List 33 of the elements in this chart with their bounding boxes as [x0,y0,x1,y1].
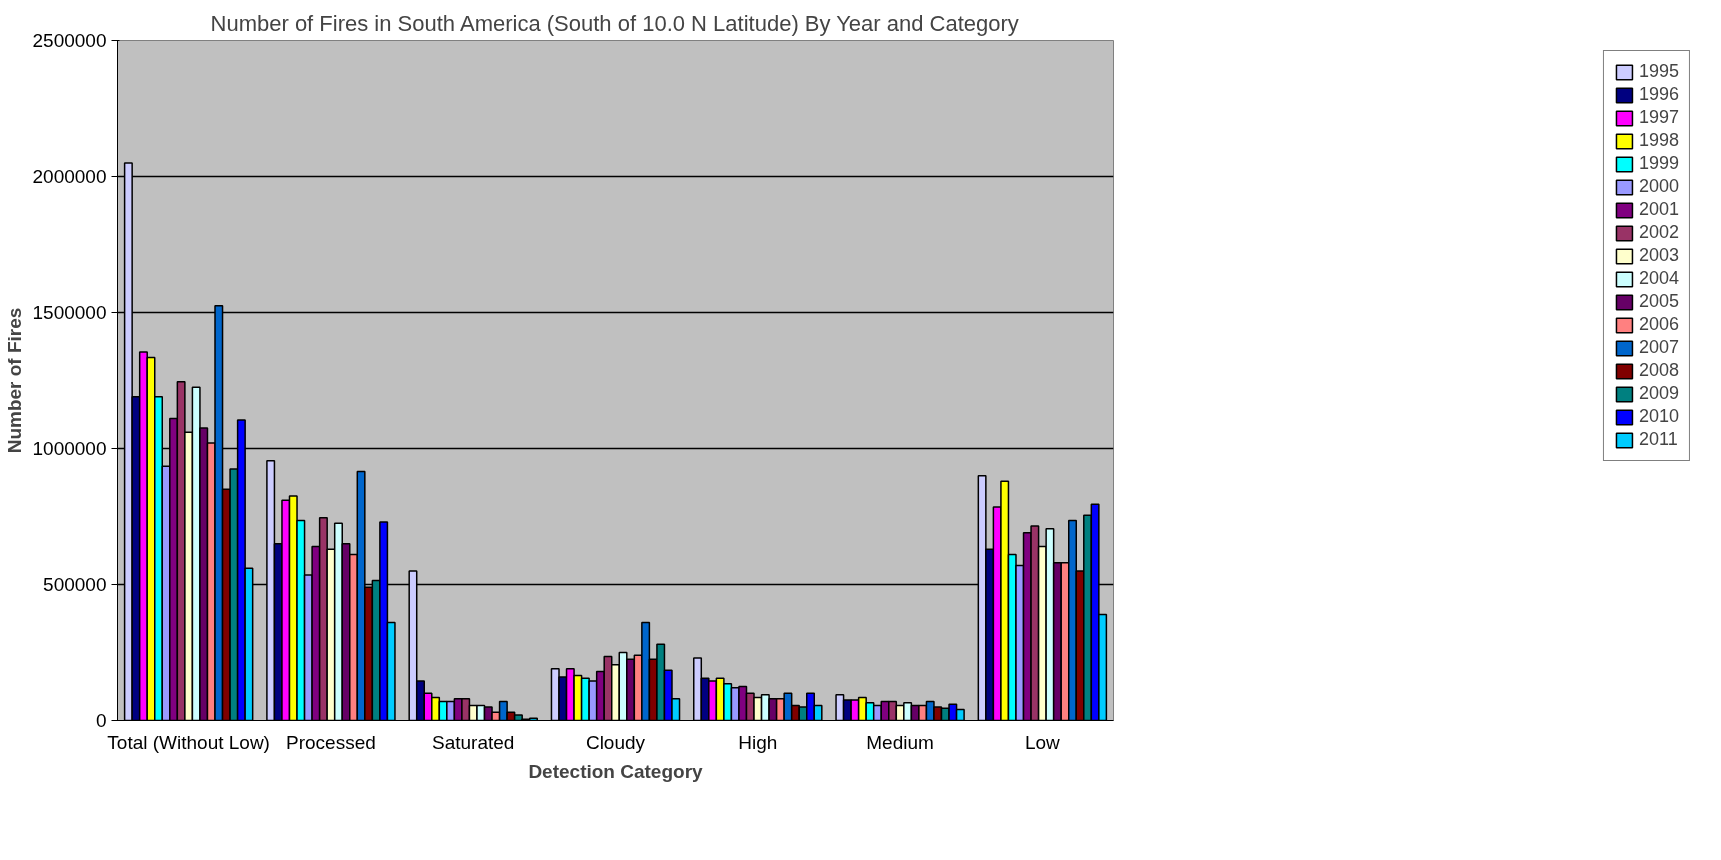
x-tick-label: Saturated [432,731,515,753]
legend-label: 2010 [1638,406,1679,427]
x-tick-label: Cloudy [585,731,646,753]
legend-label: 2004 [1638,268,1679,289]
legend-label: 2002 [1638,222,1679,243]
y-axis-title: Number of Fires [3,307,25,454]
legend-label: 2007 [1638,337,1679,358]
legend-label: 2000 [1638,176,1679,197]
legend-label: 2006 [1638,314,1679,335]
x-tick-label: High [738,731,778,753]
legend-label: 2008 [1638,360,1679,381]
legend-label: 2011 [1638,429,1678,450]
legend-label: 2009 [1638,383,1679,404]
y-tick-label: 1000000 [32,438,107,459]
legend-label: 1995 [1638,61,1679,82]
y-tick-label: 2500000 [32,30,107,51]
y-tick-label: 500000 [43,574,107,595]
legend-label: 2003 [1638,245,1679,266]
x-tick-label: Low [1024,731,1061,753]
legend-label: 1998 [1638,130,1679,151]
y-tick-label: 1500000 [32,302,107,323]
legend-label: 1997 [1638,107,1679,128]
x-tick-label: Medium [866,731,934,753]
x-tick-label: Processed [286,731,376,753]
x-axis-title: Detection Category [528,760,704,782]
chart-title: Number of Fires in South America (South of 10.0 N Latitude) By Year and Category [210,10,1019,36]
legend-label: 1996 [1638,84,1679,105]
legend-label: 2001 [1638,199,1679,220]
y-tick-label: 0 [95,710,107,731]
y-tick-label: 2000000 [32,166,107,187]
legend-label: 2005 [1638,291,1679,312]
x-tick-label: Total (Without Low) [107,731,270,753]
legend-label: 1999 [1638,153,1679,174]
